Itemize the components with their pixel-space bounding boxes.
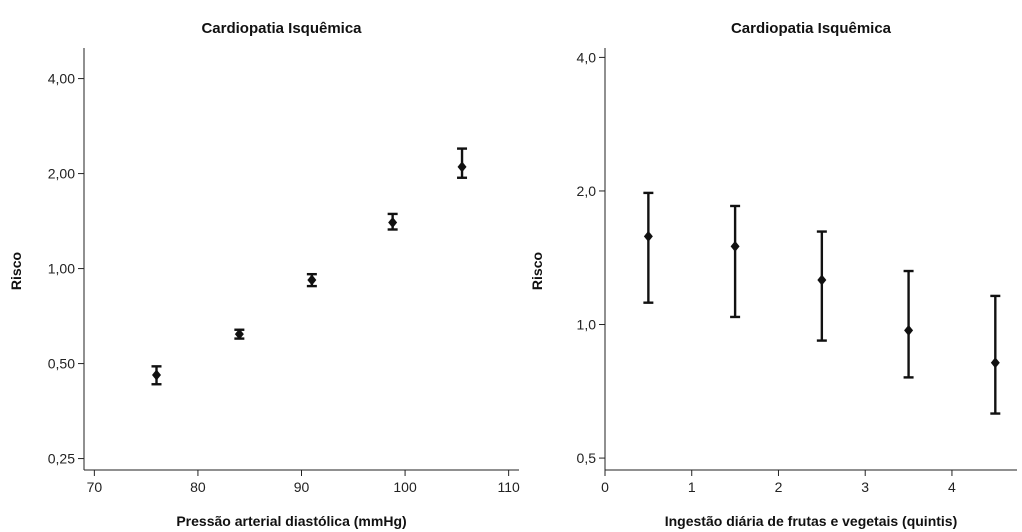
x-axis-label: Ingestão diária de frutas e vegetais (qu…	[665, 513, 958, 529]
data-point-marker	[904, 324, 914, 336]
y-tick-label: 0,25	[48, 451, 75, 467]
x-tick-label: 0	[601, 479, 609, 495]
x-tick-label: 1	[688, 479, 696, 495]
y-axis-label: Risco	[8, 252, 24, 290]
y-tick-label: 2,00	[48, 166, 75, 182]
data-point-marker	[643, 230, 653, 242]
x-tick-label: 3	[861, 479, 869, 495]
y-tick-label: 4,0	[577, 49, 597, 65]
chart-title: Cardiopatia Isquêmica	[201, 20, 362, 37]
x-tick-label: 110	[497, 479, 520, 495]
data-point-marker	[730, 240, 740, 252]
chart-title: Cardiopatia Isquêmica	[731, 20, 892, 37]
data-point-marker	[990, 357, 1000, 369]
y-tick-label: 1,0	[577, 317, 597, 333]
data-point-marker	[307, 274, 317, 286]
y-tick-label: 4,00	[48, 71, 75, 87]
y-tick-label: 1,00	[48, 261, 75, 277]
x-tick-label: 80	[190, 479, 206, 495]
x-axis-label: Pressão arterial diastólica (mmHg)	[176, 513, 406, 529]
x-tick-label: 90	[294, 479, 310, 495]
chart-fruit-vegetable-intake: Cardiopatia Isquêmica 0,5 1,0 2,0 4,0 0 1 2 3 4 In…	[529, 20, 1017, 529]
y-axis-label: Risco	[529, 252, 545, 290]
data-point-marker	[457, 161, 467, 173]
data-point-marker	[234, 328, 244, 340]
x-tick-label: 2	[775, 479, 783, 495]
data-point-marker	[817, 274, 827, 286]
x-tick-label: 100	[393, 479, 417, 495]
y-tick-label: 0,50	[48, 356, 75, 372]
x-tick-label: 4	[948, 479, 956, 495]
y-tick-label: 2,0	[577, 183, 597, 199]
x-tick-label: 70	[87, 479, 103, 495]
y-tick-label: 0,5	[577, 450, 597, 466]
data-point-marker	[388, 216, 398, 228]
data-point-marker	[152, 369, 161, 381]
chart-diastolic-pressure: Cardiopatia Isquêmica 0,25 0,50 1,00 2,00 4,0…	[8, 20, 520, 529]
